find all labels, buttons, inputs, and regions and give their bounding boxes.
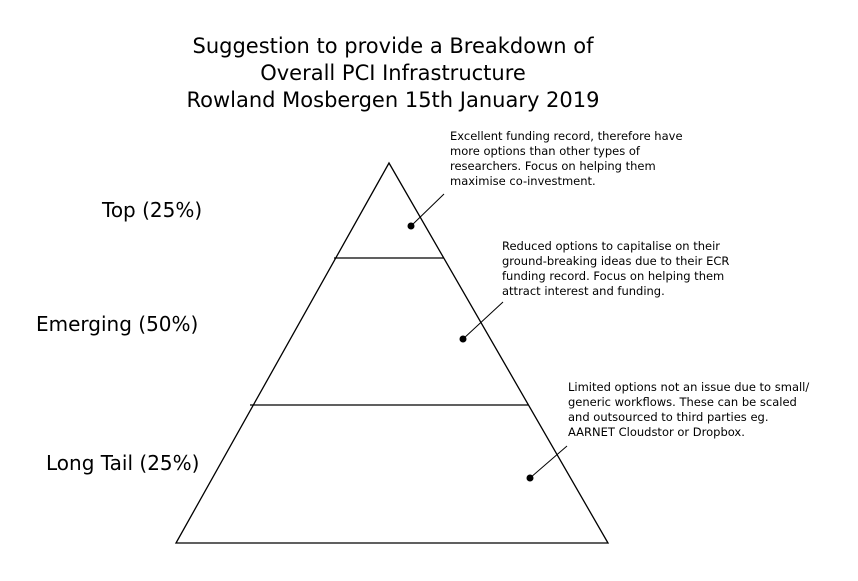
note-top: Excellent funding record, therefore have…: [450, 129, 683, 189]
note-top-line: more options than other types of: [450, 144, 640, 158]
note-emerging-line: attract interest and funding.: [502, 284, 665, 298]
tier-label-top: Top (25%): [102, 198, 203, 222]
title-line-3: Rowland Mosbergen 15th January 2019: [186, 88, 600, 112]
note-top-line: Excellent funding record, therefore have: [450, 129, 683, 143]
note-dot-emerging: [459, 335, 467, 343]
pyramid-outline: [174, 161, 610, 544]
note-leader-emerging: [462, 301, 504, 340]
note-emerging: Reduced options to capitalise on their g…: [502, 239, 729, 299]
note-dot-top: [407, 222, 415, 230]
note-dot-longtail: [526, 474, 534, 482]
tier-label-long-tail: Long Tail (25%): [46, 451, 200, 475]
note-long-tail-line: generic workflows. These can be scaled: [568, 395, 797, 409]
note-long-tail-line: AARNET Cloudstor or Dropbox.: [568, 425, 745, 439]
title-line-1: Suggestion to provide a Breakdown of: [192, 34, 594, 58]
tier-label-emerging: Emerging (50%): [36, 312, 199, 336]
note-emerging-line: funding record. Focus on helping them: [502, 269, 725, 283]
note-leader-longtail: [529, 445, 568, 479]
diagram-title: Suggestion to provide a Breakdown of Ove…: [0, 33, 786, 114]
note-leader-top: [410, 193, 445, 227]
note-emerging-line: ground-breaking ideas due to their ECR: [502, 254, 730, 268]
title-line-2: Overall PCI Infrastructure: [260, 61, 526, 85]
note-top-line: maximise co-investment.: [450, 174, 596, 188]
note-emerging-line: Reduced options to capitalise on their: [502, 239, 721, 253]
note-top-line: researchers. Focus on helping them: [450, 159, 656, 173]
note-long-tail-line: Limited options not an issue due to smal…: [568, 380, 810, 394]
note-long-tail: Limited options not an issue due to smal…: [568, 380, 809, 440]
note-long-tail-line: and outsourced to third parties eg.: [568, 410, 769, 424]
